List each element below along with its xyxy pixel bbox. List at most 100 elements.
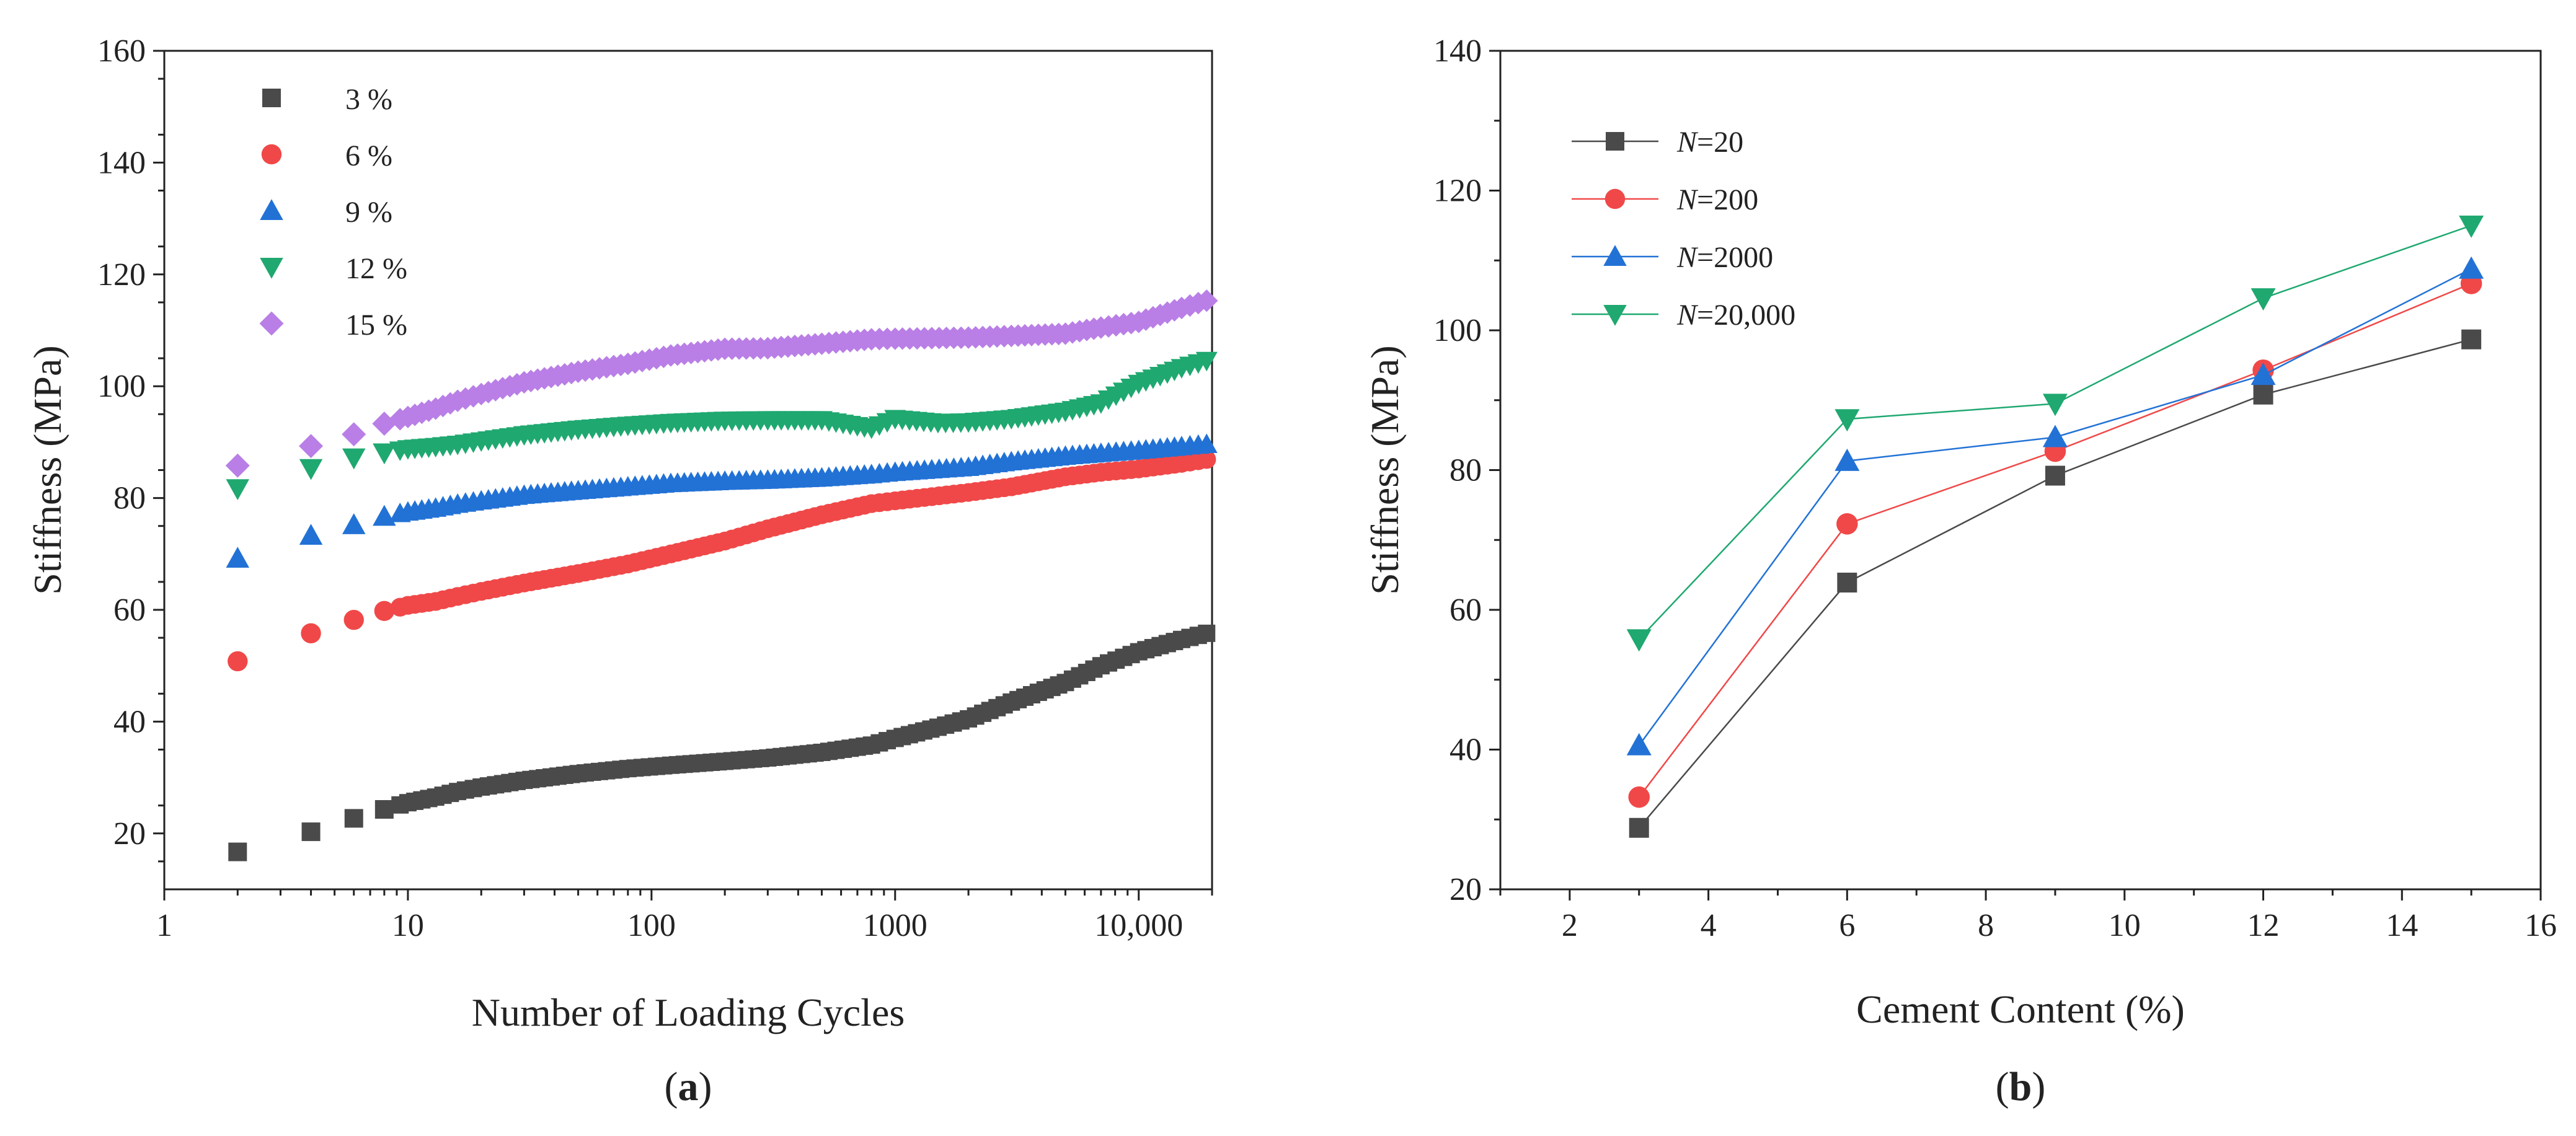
data-point xyxy=(374,800,394,819)
data-point xyxy=(1837,573,1857,593)
caption-a: (a) xyxy=(665,1064,712,1109)
legend-item: 9 % xyxy=(260,196,392,229)
legend-marker xyxy=(262,89,281,107)
x-tick-label: 4 xyxy=(1701,908,1717,943)
caption-close: ) xyxy=(699,1064,712,1109)
y-tick-label: 140 xyxy=(1433,33,1482,69)
series-line xyxy=(1638,283,2472,798)
x-tick-label: 1 xyxy=(156,908,172,943)
legend-item: N=2000 xyxy=(1572,241,1773,274)
data-point xyxy=(372,412,397,436)
caption-open: ( xyxy=(1996,1064,2009,1109)
legend-value: =20,000 xyxy=(1697,299,1795,332)
series-triangle-up xyxy=(226,433,1218,568)
data-point xyxy=(1628,786,1650,808)
data-point xyxy=(2251,363,2276,385)
y-tick-label: 140 xyxy=(97,145,146,180)
y-tick-label: 80 xyxy=(1450,453,1482,488)
y-tick-label: 120 xyxy=(1433,174,1482,209)
x-tick-label: 8 xyxy=(1978,908,1994,943)
legend-var: N xyxy=(1676,126,1699,159)
legend-item: N=200 xyxy=(1572,183,1758,216)
data-point xyxy=(344,809,363,828)
x-axis-title: Number of Loading Cycles xyxy=(472,990,905,1034)
chart-a: 20 40 60 80 100 120 140 160 1 10 100 1000 10,000 Numb… xyxy=(25,33,1218,1109)
legend-label: 6 % xyxy=(345,139,392,172)
legend-label: N=20 xyxy=(1676,126,1743,159)
legend-marker xyxy=(261,144,282,165)
data-point xyxy=(1198,624,1216,642)
data-point xyxy=(1835,409,1860,432)
legend-item: 3 % xyxy=(262,83,392,116)
y-tick-label: 100 xyxy=(97,369,146,404)
caption-letter: a xyxy=(678,1064,699,1109)
legend-label: 9 % xyxy=(345,196,392,229)
legend-marker xyxy=(1603,245,1627,266)
legend-marker xyxy=(1603,305,1627,326)
legend-label: 3 % xyxy=(345,83,392,116)
y-tick-label: 60 xyxy=(1450,592,1482,628)
data-point xyxy=(343,610,364,630)
legend-var: N xyxy=(1676,299,1699,332)
data-point xyxy=(1629,817,1649,838)
series-square xyxy=(228,624,1216,861)
caption-close: ) xyxy=(2032,1064,2045,1109)
x-tick-label: 12 xyxy=(2247,908,2280,943)
legend-item: 6 % xyxy=(261,139,392,172)
legend-value: =200 xyxy=(1697,183,1758,216)
x-axis-title: Cement Content (%) xyxy=(1856,987,2185,1031)
data-point xyxy=(1626,629,1652,652)
data-point xyxy=(342,448,366,470)
legend-item: N=20,000 xyxy=(1572,299,1795,332)
data-point xyxy=(301,623,321,644)
legend-var: N xyxy=(1676,241,1699,274)
legend-marker xyxy=(259,311,284,336)
data-point xyxy=(2459,215,2484,238)
caption-b: (b) xyxy=(1996,1064,2046,1109)
legend-item: 15 % xyxy=(259,309,407,341)
y-tick-label: 120 xyxy=(97,257,146,293)
x-tick-label: 2 xyxy=(1562,908,1578,943)
data-point xyxy=(2253,384,2273,405)
legend-marker xyxy=(260,199,283,220)
legend-value: =20 xyxy=(1697,126,1743,159)
series-square xyxy=(1629,329,2482,838)
y-tick-label: 60 xyxy=(113,592,146,628)
plot-frame xyxy=(1499,50,2542,891)
data-point xyxy=(2042,425,2068,447)
y-axis-title: Stiffness (MPa) xyxy=(1363,345,1407,594)
chart-b: 20 40 60 80 100 120 140 2 4 6 8 10 12 14 16 Cement Cont… xyxy=(1363,33,2557,1109)
data-point xyxy=(2459,256,2484,279)
x-tick-label: 6 xyxy=(1839,908,1855,943)
data-point xyxy=(342,422,366,447)
legend-value: =2000 xyxy=(1697,241,1773,274)
data-point xyxy=(373,504,396,526)
y-tick-label: 80 xyxy=(113,481,146,516)
legend-label: N=2000 xyxy=(1676,241,1773,274)
data-point xyxy=(1197,450,1216,469)
legend-marker xyxy=(260,258,283,279)
data-point xyxy=(342,513,366,534)
data-point xyxy=(226,479,250,501)
y-tick-label: 100 xyxy=(1433,313,1482,348)
legend-marker xyxy=(1604,188,1626,209)
x-tick-label: 1000 xyxy=(863,908,927,943)
data-point xyxy=(299,524,323,545)
data-point xyxy=(1836,513,1858,535)
series-circle xyxy=(1628,273,2482,808)
series-triangle-up xyxy=(1626,256,2484,755)
data-point xyxy=(2042,394,2068,416)
y-tick-label: 20 xyxy=(1450,872,1482,907)
legend-label: N=20,000 xyxy=(1676,299,1795,332)
caption-open: ( xyxy=(665,1064,678,1109)
series-circle xyxy=(228,450,1216,672)
legend-marker xyxy=(1606,132,1624,151)
x-tick-label: 10 xyxy=(392,908,424,943)
data-point xyxy=(228,651,248,672)
data-point xyxy=(228,842,247,861)
x-tick-label: 10,000 xyxy=(1094,908,1183,943)
legend-label: 12 % xyxy=(345,252,407,285)
data-point xyxy=(373,443,396,465)
data-point xyxy=(374,601,395,622)
